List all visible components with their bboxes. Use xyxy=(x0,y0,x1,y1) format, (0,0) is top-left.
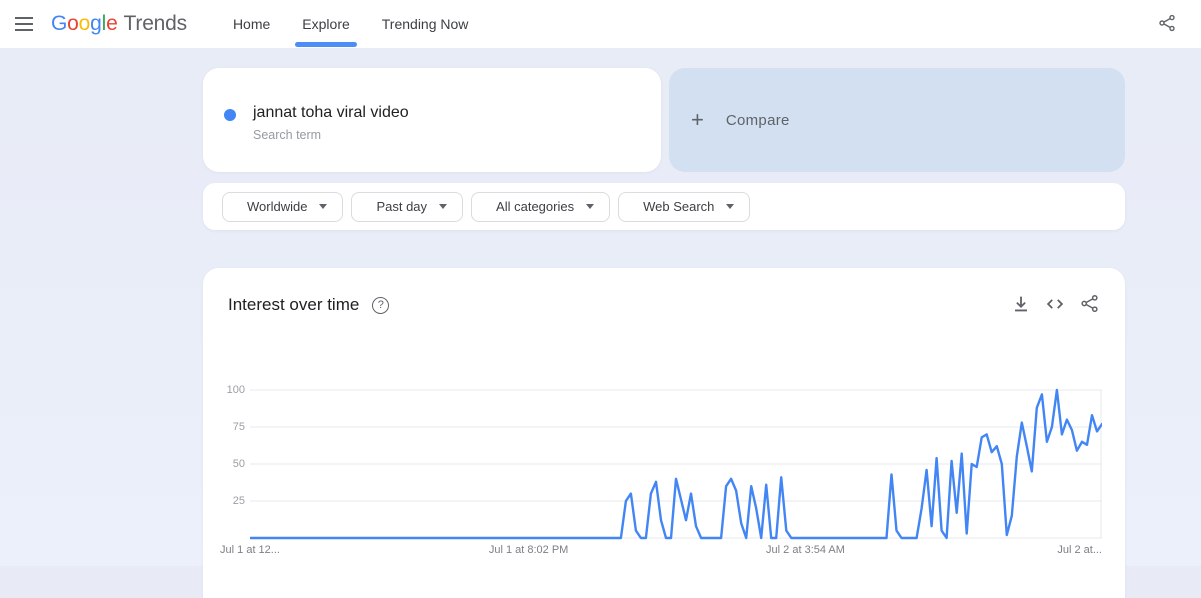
chart-header: Interest over time ? xyxy=(203,268,1125,317)
time-filter-value: Past day xyxy=(376,199,428,214)
logo-letter: e xyxy=(106,12,118,35)
logo-letter: o xyxy=(78,12,91,35)
embed-code-icon xyxy=(1046,299,1064,309)
page-share-button[interactable] xyxy=(1153,10,1181,38)
logo-letter: l xyxy=(101,12,107,35)
menu-button[interactable] xyxy=(4,4,44,44)
compare-label: Compare xyxy=(725,111,790,129)
x-axis-tick: Jul 1 at 12... xyxy=(220,544,280,556)
nav-item-home[interactable]: Home xyxy=(232,16,271,32)
logo-letter: o xyxy=(67,12,79,35)
geo-filter-value: Worldwide xyxy=(247,199,308,214)
logo-product-name: Trends xyxy=(123,12,188,35)
help-icon[interactable]: ? xyxy=(372,296,390,314)
x-axis-tick: Jul 1 at 8:02 PM xyxy=(488,544,569,556)
nav-item-explore[interactable]: Explore xyxy=(286,0,365,48)
x-axis-tick: Jul 2 at... xyxy=(1057,544,1102,556)
nav-item-trending-now[interactable]: Trending Now xyxy=(381,16,469,32)
search-type-filter-value: Web Search xyxy=(643,199,715,214)
x-axis: Jul 1 at 12... Jul 1 at 8:02 PM Jul 2 at… xyxy=(220,544,1102,558)
dropdown-caret-icon xyxy=(439,204,448,209)
x-axis-tick: Jul 2 at 3:54 AM xyxy=(766,544,845,556)
y-axis-tick: 25 xyxy=(232,495,245,507)
interest-over-time-plot[interactable] xyxy=(248,382,1104,547)
download-icon xyxy=(1015,296,1027,312)
interest-over-time-card: Interest over time ? xyxy=(203,268,1125,598)
search-term-card[interactable]: jannat toha viral video Search term xyxy=(203,68,661,172)
download-csv-button[interactable] xyxy=(1009,293,1033,317)
embed-chart-button[interactable] xyxy=(1043,293,1067,317)
chart-share-button[interactable] xyxy=(1077,293,1101,317)
trend-polyline xyxy=(248,388,1104,540)
y-axis-tick: 75 xyxy=(232,421,245,433)
y-axis-tick: 50 xyxy=(232,458,245,470)
category-filter-value: All categories xyxy=(496,199,575,214)
share-icon xyxy=(1080,294,1098,313)
dropdown-caret-icon xyxy=(586,204,595,209)
search-term-type-label: Search term xyxy=(253,128,322,142)
y-axis-tick: 100 xyxy=(226,384,245,396)
search-type-filter-dropdown[interactable]: Web Search xyxy=(618,191,751,222)
filters-bar: Worldwide Past day All categories Web Se… xyxy=(203,183,1125,230)
hamburger-menu-icon xyxy=(15,17,33,31)
term-color-dot xyxy=(224,109,236,121)
time-filter-dropdown[interactable]: Past day xyxy=(351,191,464,222)
share-icon xyxy=(1159,14,1175,31)
logo-letter: G xyxy=(51,12,68,35)
search-term-text: jannat toha viral video xyxy=(253,104,409,121)
trend-line-svg xyxy=(248,388,1104,540)
chart-title: Interest over time xyxy=(228,295,360,314)
compare-add-card[interactable]: + Compare xyxy=(669,68,1125,172)
dropdown-caret-icon xyxy=(726,204,735,209)
chart-toolbar xyxy=(1009,293,1101,317)
dropdown-caret-icon xyxy=(319,204,328,209)
primary-nav: Home Explore Trending Now xyxy=(217,0,484,48)
geo-filter-dropdown[interactable]: Worldwide xyxy=(222,191,344,222)
plus-icon: + xyxy=(691,107,704,132)
logo-letter: g xyxy=(90,12,102,35)
category-filter-dropdown[interactable]: All categories xyxy=(471,191,611,222)
